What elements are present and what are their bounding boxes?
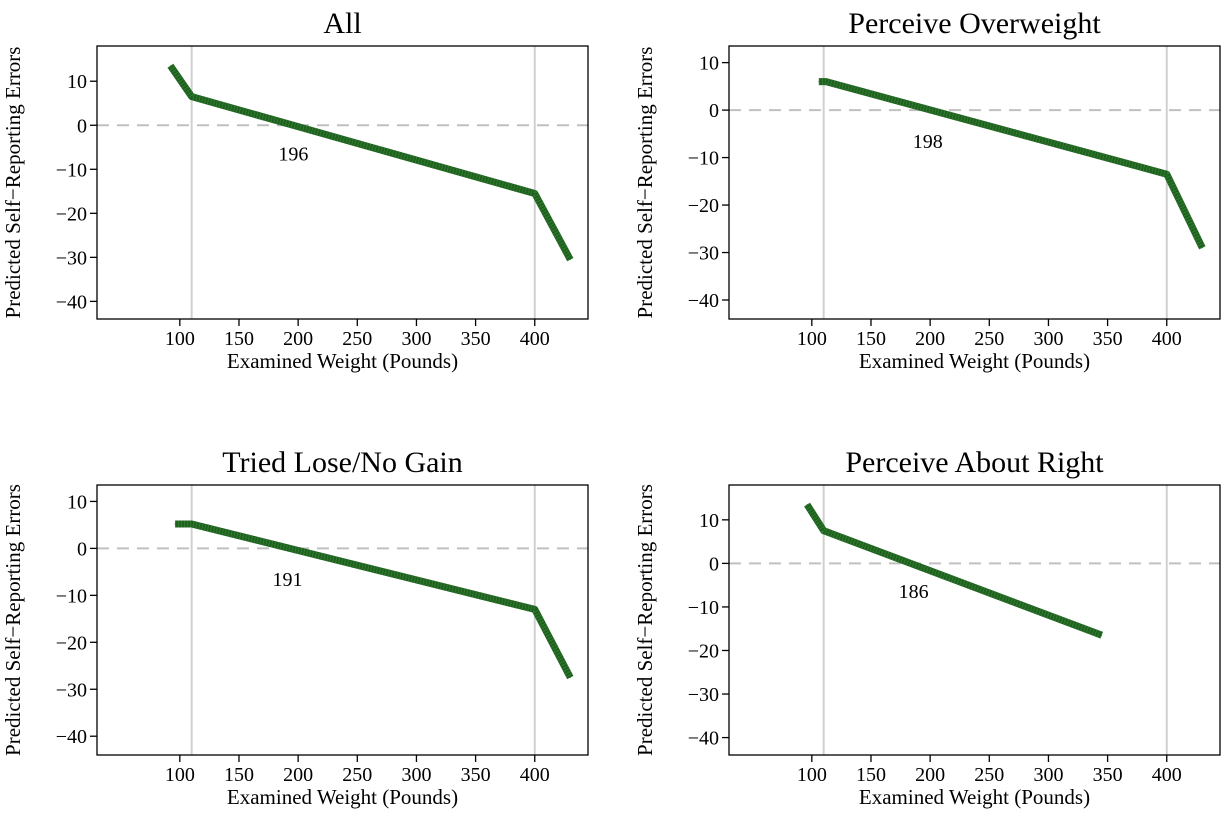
data-point (1166, 173, 1168, 175)
zero-crossing-label: 191 (272, 569, 302, 591)
x-tick-label: 350 (461, 764, 491, 786)
zero-crossing-label: 198 (913, 131, 943, 153)
y-tick-label: 0 (77, 538, 87, 560)
y-axis-label: Predicted Self−Reporting Errors (633, 484, 657, 756)
data-point (174, 523, 176, 525)
y-tick-label: −10 (56, 159, 87, 181)
data-point (191, 96, 193, 98)
zero-crossing-label: 196 (278, 143, 308, 165)
x-tick-label: 150 (856, 328, 886, 350)
data-point (534, 193, 536, 195)
series-line-texture (818, 78, 1206, 250)
y-tick-label: −30 (56, 247, 87, 269)
y-tick-label: −30 (688, 243, 719, 265)
data-point (825, 81, 827, 83)
x-tick-label: 150 (224, 328, 254, 350)
x-tick-label: 200 (915, 764, 945, 786)
y-tick-label: 10 (699, 510, 719, 532)
x-tick-label: 250 (342, 764, 372, 786)
data-point (169, 65, 171, 67)
y-tick-label: −20 (688, 195, 719, 217)
series-line-texture (175, 520, 574, 680)
chart-title: All (323, 7, 361, 40)
data-point (1101, 634, 1103, 636)
x-tick-label: 300 (1033, 328, 1063, 350)
y-tick-label: 10 (67, 491, 87, 513)
y-tick-label: −40 (56, 291, 87, 313)
y-tick-label: 0 (709, 553, 719, 575)
y-tick-label: −40 (56, 726, 87, 748)
x-tick-label: 400 (520, 764, 550, 786)
chart-title: Perceive Overweight (848, 7, 1101, 40)
x-axis-label: Examined Weight (Pounds) (227, 785, 458, 809)
plot-frame (96, 45, 589, 320)
x-tick-label: 250 (342, 328, 372, 350)
x-tick-label: 400 (520, 328, 550, 350)
y-tick-label: −40 (688, 728, 719, 750)
x-tick-label: 100 (165, 764, 195, 786)
x-axis-label: Examined Weight (Pounds) (859, 785, 1090, 809)
y-axis-label: Predicted Self−Reporting Errors (1, 47, 25, 319)
zero-crossing-label: 186 (899, 581, 929, 603)
y-tick-label: −40 (688, 290, 719, 312)
y-tick-label: −30 (688, 684, 719, 706)
y-tick-label: −10 (688, 148, 719, 170)
y-axis-label: Predicted Self−Reporting Errors (1, 484, 25, 756)
y-tick-label: −20 (56, 632, 87, 654)
y-tick-label: 0 (709, 100, 719, 122)
data-point (1201, 247, 1203, 249)
x-tick-label: 300 (401, 764, 431, 786)
series-line-texture (167, 63, 574, 262)
y-tick-label: 0 (77, 115, 87, 137)
plot-frame (96, 484, 589, 756)
x-tick-label: 100 (797, 328, 827, 350)
series-line-texture (804, 502, 1103, 639)
x-tick-label: 100 (165, 328, 195, 350)
data-point (806, 504, 808, 506)
y-tick-label: −20 (688, 640, 719, 662)
x-axis-label: Examined Weight (Pounds) (227, 349, 458, 373)
data-point (823, 530, 825, 532)
chart-title: Perceive About Right (845, 446, 1104, 479)
y-tick-label: 10 (699, 53, 719, 75)
x-tick-label: 300 (1033, 764, 1063, 786)
data-point (569, 677, 571, 679)
x-tick-label: 200 (283, 764, 313, 786)
x-tick-label: 300 (401, 328, 431, 350)
data-point (569, 259, 571, 261)
plot-frame (728, 484, 1221, 756)
x-tick-label: 200 (915, 328, 945, 350)
x-tick-label: 350 (461, 328, 491, 350)
x-tick-label: 400 (1152, 328, 1182, 350)
series-line (167, 63, 574, 262)
x-tick-label: 350 (1093, 764, 1123, 786)
x-axis-label: Examined Weight (Pounds) (859, 349, 1090, 373)
x-tick-label: 150 (856, 764, 886, 786)
x-tick-label: 350 (1093, 328, 1123, 350)
x-tick-label: 400 (1152, 764, 1182, 786)
x-tick-label: 250 (974, 328, 1004, 350)
plot-frame (728, 45, 1221, 320)
x-tick-label: 150 (224, 764, 254, 786)
y-tick-label: −10 (688, 597, 719, 619)
x-tick-label: 250 (974, 764, 1004, 786)
data-point (534, 608, 536, 610)
data-point (191, 523, 193, 525)
y-tick-label: −20 (56, 203, 87, 225)
y-tick-label: −10 (56, 585, 87, 607)
y-axis-label: Predicted Self−Reporting Errors (633, 47, 657, 319)
chart-title: Tried Lose/No Gain (222, 446, 463, 479)
x-tick-label: 100 (797, 764, 827, 786)
y-tick-label: −30 (56, 679, 87, 701)
y-tick-label: 10 (67, 71, 87, 93)
x-tick-label: 200 (283, 328, 313, 350)
data-point (818, 81, 820, 83)
